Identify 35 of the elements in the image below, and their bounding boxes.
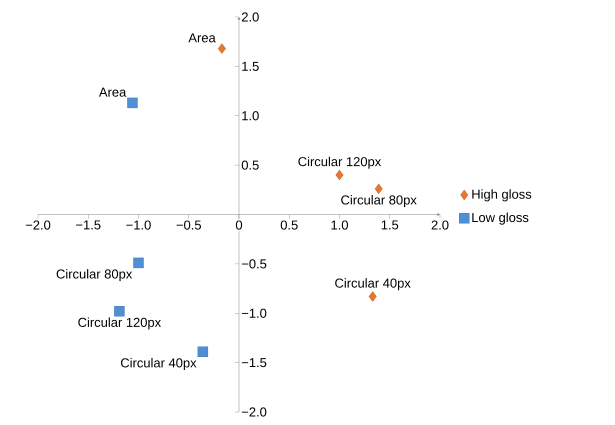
y-tick-label: −1.0 <box>242 308 266 318</box>
x-tick-label: 0.5 <box>280 220 298 230</box>
y-tick-label: 0.5 <box>242 160 259 170</box>
y-tick-label: −0.5 <box>242 259 266 268</box>
x-tick-label: −0.5 <box>176 220 201 230</box>
y-tick-label: −2.0 <box>242 407 266 417</box>
annotation: Circular 120px <box>298 156 382 169</box>
point <box>127 98 138 108</box>
point <box>368 291 377 302</box>
legend-label: High gloss <box>472 189 532 202</box>
y-tick-label: 1.5 <box>242 62 259 71</box>
point <box>336 170 344 180</box>
annotation: Circular 40px <box>120 358 196 370</box>
x-tick-label: −2.0 <box>26 220 50 230</box>
legend-label: Low gloss <box>472 212 528 225</box>
x-tick-label: 2.0 <box>432 220 449 230</box>
point <box>198 346 208 357</box>
x-tick-label: −1.5 <box>76 220 100 230</box>
annotation: Circular 120px <box>78 317 161 330</box>
annotation: Area <box>188 33 216 42</box>
annotation: Area <box>98 88 126 97</box>
y-tick-label: 2.0 <box>242 12 259 22</box>
point <box>218 43 226 54</box>
x-tick-label: 0 <box>236 220 242 230</box>
point <box>374 184 383 194</box>
x-tick-label: 1.5 <box>382 220 398 230</box>
y-tick-label: −1.5 <box>242 358 266 368</box>
x-tick-label: −1.0 <box>126 220 151 230</box>
annotation: Circular 80px <box>341 195 417 208</box>
point <box>114 306 125 316</box>
annotation: Circular 40px <box>335 278 411 290</box>
point <box>133 258 144 268</box>
annotation: Circular 80px <box>56 269 132 282</box>
y-tick-label: 1.0 <box>242 111 259 120</box>
x-tick-label: 1.0 <box>331 220 348 230</box>
